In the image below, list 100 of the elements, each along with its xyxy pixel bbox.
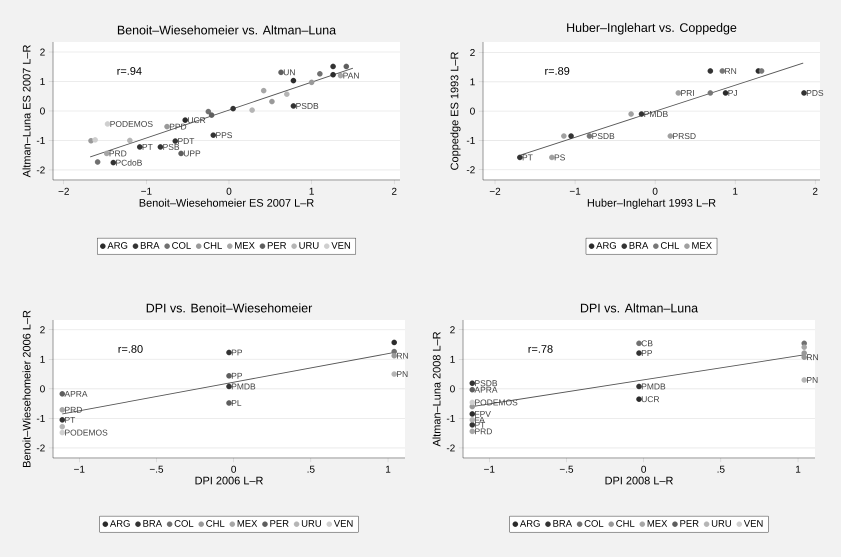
annotation: UN bbox=[284, 69, 295, 76]
point bbox=[344, 64, 350, 70]
point bbox=[568, 133, 574, 139]
legend-label: BRA bbox=[553, 520, 572, 527]
legend-label: CHL bbox=[204, 242, 222, 249]
legend-label: MEX bbox=[235, 242, 255, 249]
x-axis-title: Huber–Inglehart 1993 L–R bbox=[588, 198, 716, 209]
legend-label: CHL bbox=[206, 520, 224, 527]
annotation: RN bbox=[807, 354, 818, 360]
x-tick-label: −.5 bbox=[150, 466, 164, 473]
point bbox=[708, 90, 714, 96]
point bbox=[226, 350, 232, 356]
point bbox=[308, 80, 314, 86]
point bbox=[801, 377, 807, 383]
y-tick-label: 2 bbox=[470, 49, 475, 56]
point bbox=[208, 112, 214, 118]
annotation: PSDB bbox=[592, 133, 614, 140]
x-tick-label: 0 bbox=[231, 466, 236, 473]
point bbox=[391, 352, 397, 359]
y-tick-label: 0 bbox=[40, 385, 45, 392]
y-tick-label: 2 bbox=[40, 326, 45, 334]
legend-label: URU bbox=[712, 520, 731, 527]
x-tick-label: 1 bbox=[796, 466, 800, 473]
point bbox=[104, 121, 110, 127]
legend-label: PER bbox=[270, 520, 289, 527]
point bbox=[801, 344, 807, 350]
annotation: PDT bbox=[178, 138, 194, 144]
point bbox=[92, 137, 98, 143]
annotation: UPP bbox=[184, 150, 200, 156]
x-tick-label: −.5 bbox=[560, 466, 574, 473]
point bbox=[469, 428, 476, 434]
point bbox=[136, 144, 143, 150]
y-tick-label: 1 bbox=[40, 356, 45, 363]
annotation: PT bbox=[65, 416, 76, 423]
legend-label: PER bbox=[680, 520, 699, 527]
annotation: PRD bbox=[475, 428, 492, 434]
point bbox=[269, 98, 275, 104]
legend-label: ARG bbox=[110, 520, 130, 527]
point bbox=[260, 88, 266, 94]
annotation: PSDB bbox=[475, 380, 498, 386]
legend-label: COL bbox=[174, 520, 194, 527]
point bbox=[164, 124, 170, 130]
annotation: APRA bbox=[474, 386, 498, 393]
point bbox=[206, 108, 212, 114]
annotation: PSDB bbox=[296, 102, 318, 109]
legend-label: PER bbox=[268, 242, 286, 249]
x-tick-label: 1 bbox=[733, 188, 738, 195]
annotation: PODEMOS bbox=[110, 120, 153, 127]
point bbox=[638, 111, 644, 117]
point bbox=[676, 90, 682, 96]
legend-label: BRA bbox=[140, 242, 160, 249]
point bbox=[230, 106, 236, 112]
y-tick-label: 1 bbox=[40, 78, 45, 85]
annotation: r=.94 bbox=[117, 67, 142, 75]
y-tick-label: -1 bbox=[446, 414, 455, 422]
point bbox=[469, 380, 476, 386]
point bbox=[391, 340, 397, 346]
point bbox=[469, 422, 476, 428]
x-tick-label: 2 bbox=[812, 188, 818, 195]
point bbox=[290, 103, 296, 109]
chart-title: DPI vs. Benoit–Wiesehomeier bbox=[146, 303, 312, 312]
legend-label: MEX bbox=[692, 242, 712, 249]
annotation: PP bbox=[232, 350, 242, 356]
y-tick-label: -1 bbox=[36, 414, 45, 422]
x-axis-title: DPI 2008 L–R bbox=[605, 476, 673, 484]
x-tick-label: −1 bbox=[484, 466, 494, 473]
annotation: RN bbox=[725, 68, 736, 74]
annotation: RN bbox=[397, 352, 408, 359]
y-tick-label: -1 bbox=[466, 136, 475, 144]
point bbox=[636, 396, 642, 402]
chart-title: Benoit–Wiesehomeier vs. Altman–Luna bbox=[118, 25, 336, 34]
annotation: PSB bbox=[163, 144, 180, 150]
point bbox=[158, 144, 164, 150]
y-tick-label: 0 bbox=[40, 107, 45, 115]
point bbox=[801, 90, 807, 96]
point bbox=[59, 430, 66, 436]
point bbox=[278, 70, 284, 76]
point bbox=[668, 133, 674, 139]
x-tick-label: .5 bbox=[308, 466, 315, 473]
legend-label: VEN bbox=[334, 520, 353, 527]
point bbox=[758, 68, 764, 74]
x-tick-label: 0 bbox=[652, 188, 658, 195]
legend-label: VEN bbox=[744, 520, 763, 527]
point bbox=[59, 417, 66, 423]
annotation: r=.78 bbox=[528, 345, 553, 353]
y-axis-title: Coppedge ES 1993 L–R bbox=[450, 52, 461, 170]
annotation: PRSD bbox=[673, 133, 696, 140]
point bbox=[708, 68, 714, 74]
x-axis-title: Benoit–Wiesehomeier ES 2007 L–R bbox=[140, 198, 314, 207]
annotation: FA bbox=[475, 416, 485, 423]
point bbox=[722, 90, 728, 96]
annotation: PODEMOS bbox=[65, 430, 108, 436]
annotation: PRD bbox=[110, 150, 126, 156]
point bbox=[94, 159, 100, 165]
point bbox=[59, 407, 66, 413]
point bbox=[88, 138, 94, 144]
annotation: r=.89 bbox=[545, 67, 570, 75]
point bbox=[172, 138, 178, 144]
y-tick-label: 0 bbox=[450, 385, 455, 392]
annotation: PAN bbox=[343, 72, 359, 79]
